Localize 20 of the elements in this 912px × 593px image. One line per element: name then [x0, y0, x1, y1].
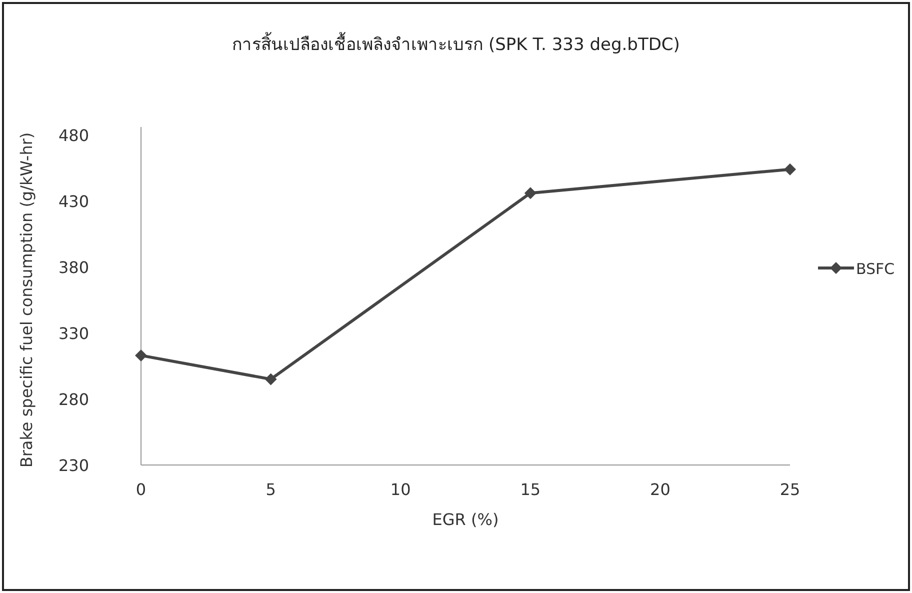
- point: [524, 187, 536, 200]
- x-tick-label: 5: [266, 480, 276, 499]
- x-axis-title: EGR (%): [432, 510, 499, 529]
- chart-title: การสิ้นเปลืองเชื้อเพลิงจำเพาะเบรก (SPK T. 333 deg.bTDC): [232, 32, 680, 55]
- y-tick-label: 430: [58, 192, 89, 211]
- y-tick-label: 280: [58, 390, 89, 409]
- legend-label: BSFC: [856, 260, 895, 278]
- x-tick-label: 0: [136, 480, 146, 499]
- x-tick-label: 10: [390, 480, 411, 499]
- point: [135, 349, 147, 362]
- y-tick-label: 330: [58, 324, 89, 343]
- y-tick-label: 480: [58, 126, 89, 145]
- x-tick-label: 15: [520, 480, 541, 499]
- x-tick-label: 20: [650, 480, 670, 499]
- x-tick-label: 25: [780, 480, 800, 499]
- point: [264, 373, 277, 386]
- point: [784, 163, 796, 176]
- y-axis-title: Brake specific fuel consumption (g/kW-hr): [17, 132, 36, 468]
- y-tick-label: 380: [58, 258, 89, 277]
- y-tick-label: 230: [58, 456, 89, 475]
